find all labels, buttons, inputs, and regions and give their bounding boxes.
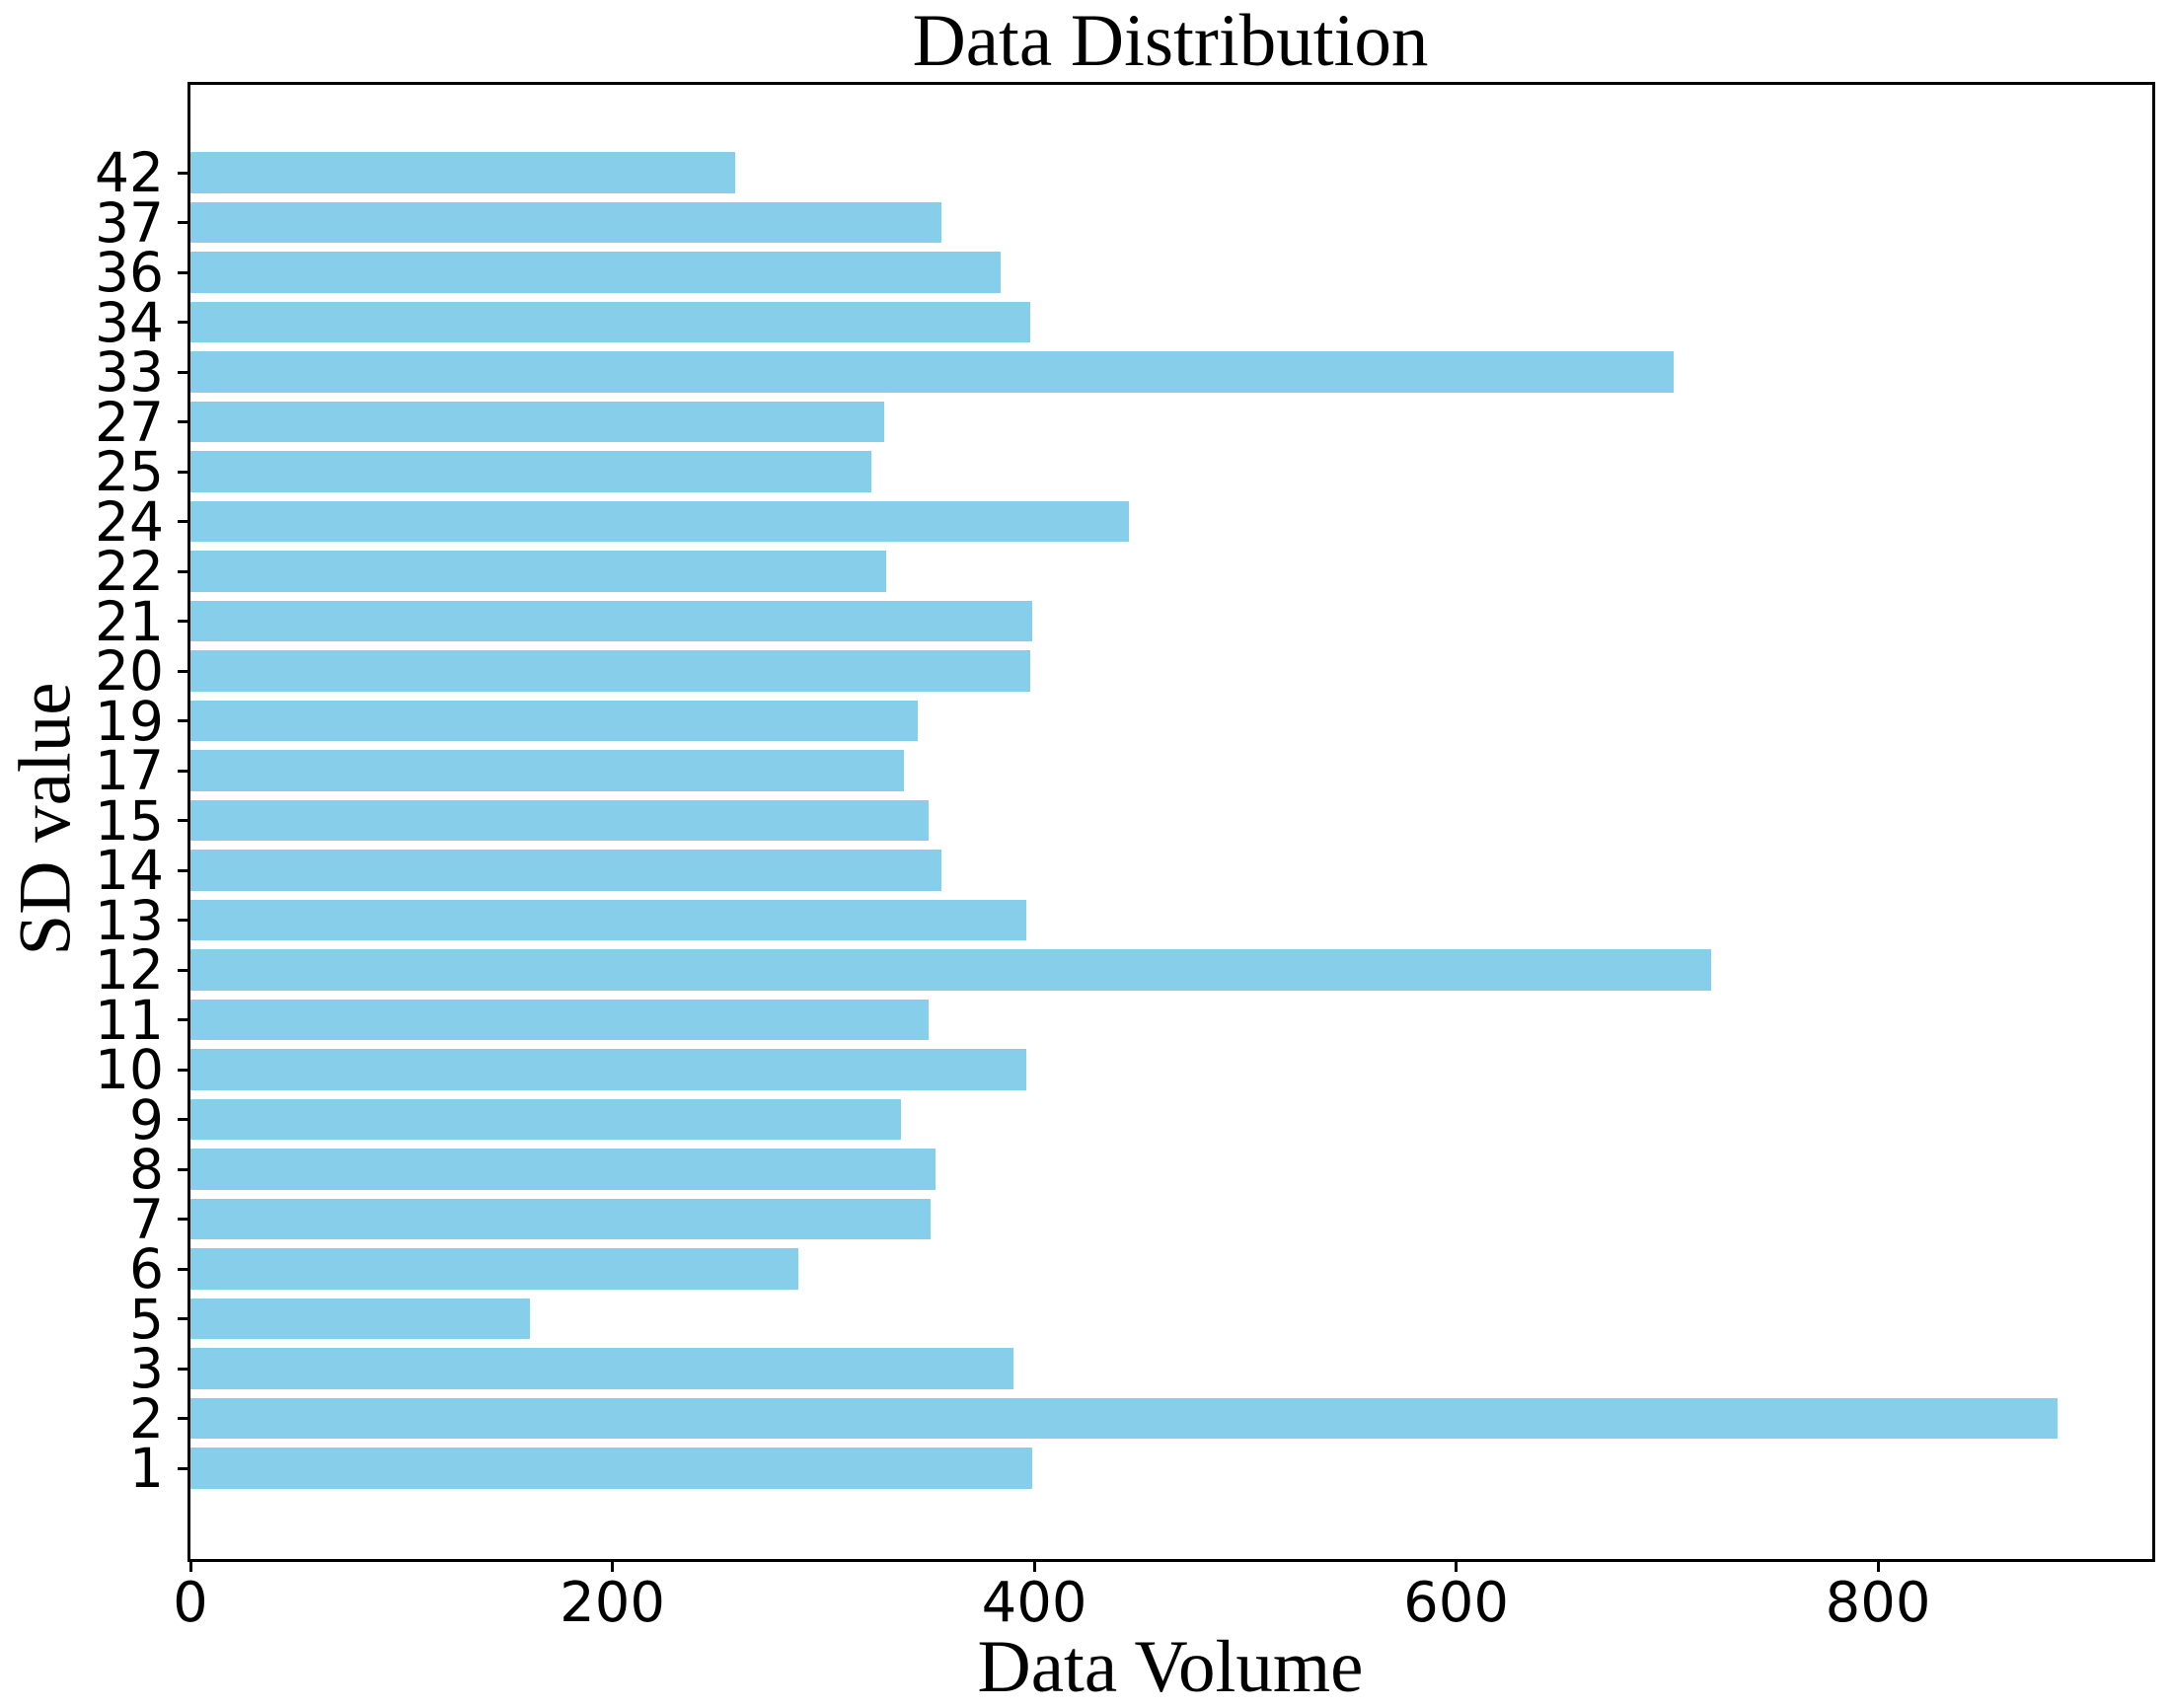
bar [190,1049,1026,1090]
bar [190,152,735,193]
y-tick-label: 14 [95,839,164,902]
y-tick-label: 17 [95,739,164,802]
bar [190,1397,2058,1440]
x-tick-label: 800 [1825,1571,1931,1635]
y-tick-mark [178,1068,187,1072]
y-tick-mark [178,171,187,175]
x-axis-label: Data Volume [977,1626,1364,1708]
y-tick-mark [178,321,187,324]
y-tick-mark [178,1167,187,1171]
y-tick-mark [178,1417,187,1420]
x-tick-label: 400 [981,1571,1087,1635]
y-tick-label: 13 [95,888,164,952]
x-tick-label: 200 [560,1571,665,1635]
bar [190,1149,936,1190]
y-tick-label: 2 [129,1386,164,1450]
bar [190,850,941,891]
y-tick-label: 42 [95,141,164,204]
y-tick-label: 8 [129,1138,164,1201]
y-tick-mark [178,569,187,573]
bar [190,551,887,592]
x-tick-mark [188,1562,192,1572]
bar [190,750,904,791]
bar [190,500,1130,543]
y-tick-mark [178,520,187,523]
y-tick-label: 34 [95,290,164,354]
y-tick-mark [178,1218,187,1221]
y-tick-label: 25 [95,440,164,503]
y-tick-label: 3 [129,1337,164,1400]
y-tick-mark [178,1466,187,1470]
y-tick-mark [178,470,187,474]
bar [190,351,1674,393]
y-tick-mark [178,919,187,922]
bar [190,201,941,244]
bar [190,999,930,1041]
y-tick-mark [178,819,187,822]
x-tick-mark [1876,1562,1880,1572]
y-tick-label: 36 [95,241,164,304]
y-tick-label: 15 [95,788,164,853]
y-tick-mark [178,420,187,423]
bar [190,650,1030,692]
y-tick-mark [178,1018,187,1021]
y-tick-label: 10 [95,1038,164,1101]
bar [190,1248,798,1290]
plot-area [178,82,2155,1562]
bar [190,252,1001,293]
bar [190,451,872,492]
y-tick-mark [178,270,187,274]
bar [190,1448,1032,1489]
bar [190,401,885,443]
y-tick-mark [178,669,187,673]
bar [190,799,930,842]
y-tick-label: 19 [95,689,164,753]
y-tick-label: 33 [95,340,164,404]
y-tick-mark [178,1317,187,1320]
y-tick-mark [178,370,187,374]
x-tick-mark [1032,1562,1036,1572]
y-tick-mark [178,769,187,773]
x-tick-label: 600 [1403,1571,1510,1635]
y-tick-label: 11 [95,988,164,1052]
x-tick-label: 0 [173,1571,208,1635]
bar [190,1098,902,1141]
y-tick-label: 20 [95,639,164,703]
y-tick-mark [178,620,187,623]
y-tick-label: 9 [129,1087,164,1151]
bar [190,1298,531,1340]
bar [190,700,919,742]
bar [190,899,1026,941]
y-tick-mark [178,719,187,722]
bar [190,301,1030,343]
y-tick-label: 6 [129,1237,164,1300]
y-tick-mark [178,221,187,224]
bar [190,1198,932,1240]
y-tick-label: 37 [95,190,164,255]
y-tick-label: 27 [95,390,164,454]
bar [190,600,1032,642]
y-tick-label: 7 [129,1187,164,1251]
chart-title: Data Distribution [912,0,1429,82]
y-tick-label: 1 [129,1437,164,1500]
y-tick-mark [178,1267,187,1271]
y-tick-mark [178,1367,187,1371]
y-tick-label: 5 [129,1287,164,1351]
x-tick-mark [1455,1562,1459,1572]
bar [190,949,1712,991]
y-tick-label: 12 [95,938,164,1002]
x-tick-mark [611,1562,615,1572]
y-tick-mark [178,968,187,972]
y-tick-label: 22 [95,540,164,603]
y-tick-mark [178,1118,187,1121]
y-tick-mark [178,868,187,872]
y-tick-label: 21 [95,589,164,653]
y-tick-label: 24 [95,489,164,554]
bar [190,1348,1013,1389]
